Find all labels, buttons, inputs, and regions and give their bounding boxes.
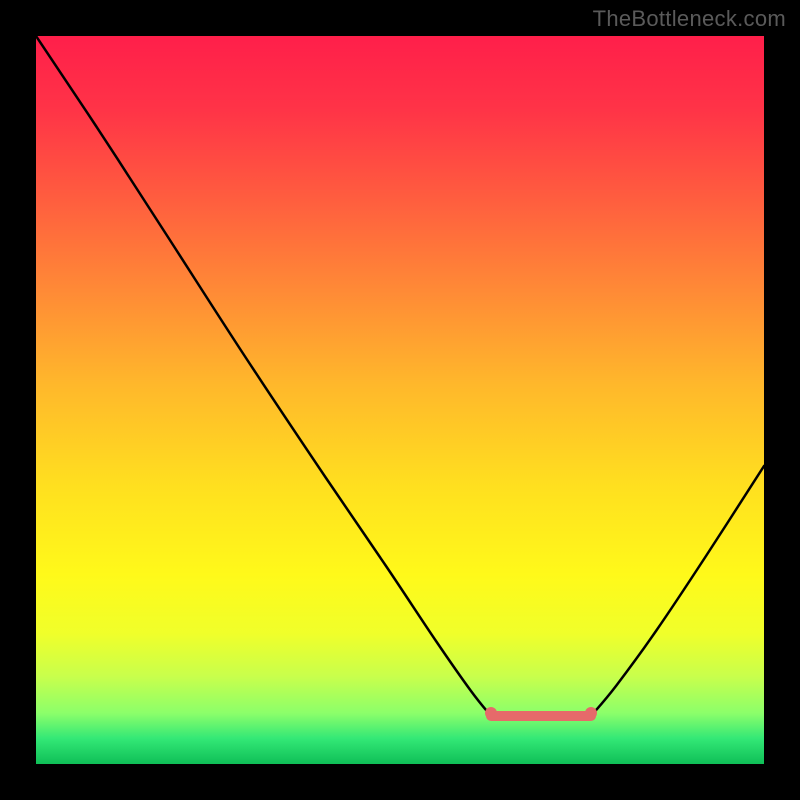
optimal-flat-dot-left xyxy=(485,707,497,719)
attribution-text: TheBottleneck.com xyxy=(593,6,786,32)
plot-area xyxy=(36,36,764,764)
bottleneck-curve-left xyxy=(36,36,491,716)
optimal-flat-dot-right xyxy=(585,707,597,719)
bottleneck-curve-right xyxy=(591,466,764,716)
curve-layer xyxy=(36,36,764,764)
